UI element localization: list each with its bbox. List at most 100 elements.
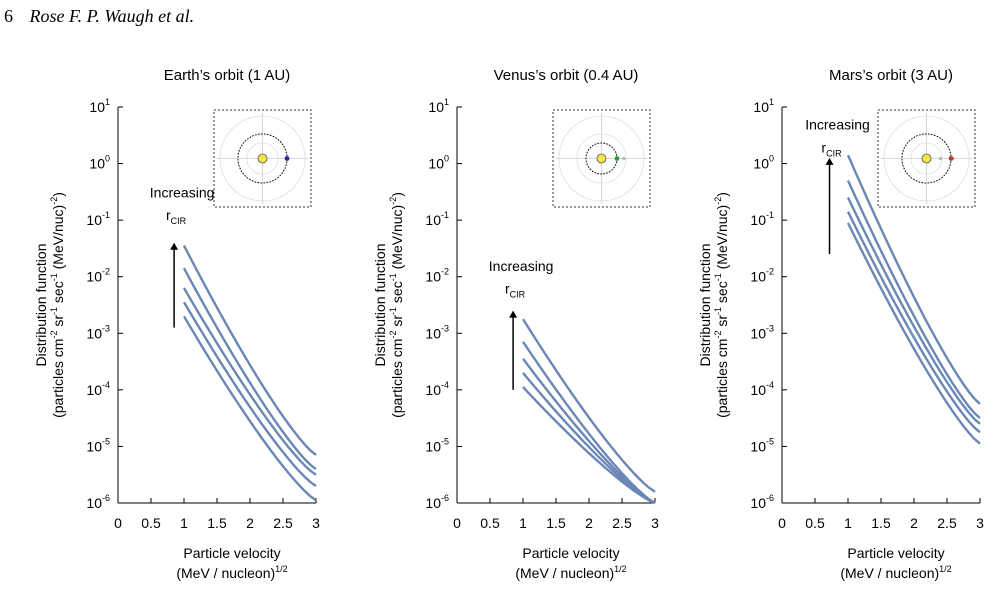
y-tick-base: 10 (428, 99, 444, 115)
series-line-2 (522, 341, 656, 505)
y-tick-exponent: -6 (102, 493, 110, 503)
orbit-inset (877, 109, 976, 208)
y-tick-exponent: 1 (105, 97, 110, 107)
y-tick-exponent: 0 (105, 154, 110, 164)
inset-grey-dot (938, 156, 943, 161)
x-tick-label: 1 (180, 515, 188, 531)
series-line-1 (846, 154, 981, 405)
x-axis-label: Particle velocity (847, 545, 944, 561)
chart-title: Venus’s orbit (0.4 AU) (494, 67, 639, 84)
y-tick-exponent: -5 (441, 436, 449, 446)
y-unit-text: (MeV/nuc) (50, 205, 66, 273)
annotation-label-base: r (166, 207, 171, 223)
chart-title: Mars’s orbit (3 AU) (829, 67, 953, 84)
y-unit-text: sec (50, 281, 66, 307)
y-tick-label: 10-1 (86, 210, 110, 228)
x-tick-label: 3 (312, 515, 320, 531)
x-tick-label: 0.5 (805, 515, 825, 531)
series-line-4 (846, 211, 981, 434)
annotation-label: rCIR (505, 281, 526, 300)
y-tick-label: 10-5 (425, 436, 449, 454)
annotation-arrow-head (825, 157, 834, 165)
y-tick-exponent: -6 (441, 493, 449, 503)
chart-title: Earth’s orbit (1 AU) (164, 67, 290, 84)
y-tick-exponent: -4 (102, 380, 110, 390)
y-unit-text: (MeV/nuc) (389, 205, 405, 273)
y-unit-text: sr (714, 315, 730, 331)
y-unit-text: (particles cm (714, 339, 730, 418)
series-line-4 (182, 301, 317, 487)
y-tick-base: 10 (425, 382, 441, 398)
y-tick-label: 101 (753, 97, 774, 115)
annotation-text: Increasing (489, 258, 554, 274)
annotation-arrow-head (170, 242, 179, 250)
x-unit-base: (MeV / nucleon) (515, 565, 614, 581)
series-line-4 (522, 372, 656, 505)
y-tick-label: 10-2 (425, 267, 449, 285)
y-tick-label: 100 (753, 154, 774, 172)
annotation-label: rCIR (166, 207, 187, 226)
inset-ring (246, 142, 279, 175)
annotation-text: Increasing (805, 117, 870, 133)
y-tick-exponent: -2 (441, 267, 449, 277)
inset-ring (219, 115, 306, 202)
x-tick-label: 2.5 (937, 515, 957, 531)
series-line-3 (846, 196, 981, 425)
y-tick-label: 10-3 (750, 323, 774, 341)
series-line-1 (521, 318, 656, 493)
x-tick-label: 0.5 (141, 515, 161, 531)
y-tick-label: 10-6 (750, 493, 774, 511)
x-unit-base: (MeV / nucleon) (840, 565, 939, 581)
y-unit-text: (particles cm (389, 339, 405, 418)
inset-grey-dot (622, 156, 626, 161)
y-unit-sup: -2 (388, 331, 398, 339)
x-tick-label: 1.5 (207, 515, 227, 531)
inset-sun (596, 153, 607, 164)
x-tick-label: 0 (114, 515, 122, 531)
y-tick-exponent: -5 (102, 436, 110, 446)
x-unit-sup: 1/2 (939, 564, 952, 574)
y-tick-exponent: 1 (769, 97, 774, 107)
x-axis-label: Particle velocity (522, 545, 619, 561)
y-tick-exponent: -6 (766, 493, 774, 503)
y-tick-exponent: -1 (441, 210, 449, 220)
y-tick-label: 100 (89, 154, 110, 172)
y-unit-sup: -1 (388, 307, 398, 315)
y-tick-base: 10 (750, 325, 766, 341)
y-tick-base: 10 (425, 325, 441, 341)
y-tick-base: 10 (86, 382, 102, 398)
y-tick-label: 101 (428, 97, 449, 115)
y-unit-text: sec (714, 281, 730, 307)
y-unit-text: sr (389, 315, 405, 331)
x-axis-unit-label: (MeV / nucleon)1/2 (840, 564, 951, 581)
y-tick-label: 101 (89, 97, 110, 115)
x-tick-label: 2.5 (273, 515, 293, 531)
y-unit-text: (MeV/nuc) (714, 205, 730, 273)
x-tick-label: 0 (778, 515, 786, 531)
annotation-label-base: r (505, 281, 510, 297)
y-tick-exponent: -3 (441, 323, 449, 333)
y-tick-base: 10 (89, 156, 105, 172)
y-tick-label: 10-2 (750, 267, 774, 285)
chart-panel-2: Venus’s orbit (0.4 AU)10110010-110-210-3… (372, 67, 659, 581)
x-tick-label: 2.5 (612, 515, 632, 531)
y-tick-label: 10-3 (425, 323, 449, 341)
annotation-label-sub: CIR (171, 216, 187, 226)
series-line-2 (846, 180, 981, 419)
y-unit-text: ) (50, 192, 66, 197)
x-unit-sup: 1/2 (275, 564, 288, 574)
series-line-5 (182, 315, 317, 502)
inset-sun (921, 153, 932, 164)
inset-planet (614, 156, 620, 161)
y-tick-base: 10 (86, 495, 102, 511)
y-unit-sup: -2 (49, 331, 59, 339)
y-tick-base: 10 (750, 438, 766, 454)
annotation-label-sub: CIR (826, 148, 842, 158)
y-tick-exponent: 0 (769, 154, 774, 164)
y-unit-sup: -2 (49, 197, 59, 205)
chart-panel-3: Mars’s orbit (3 AU)10110010-110-210-310-… (697, 67, 984, 581)
y-tick-label: 100 (428, 154, 449, 172)
y-unit-sup: -2 (388, 197, 398, 205)
y-tick-base: 10 (425, 495, 441, 511)
inset-sun (257, 153, 268, 164)
